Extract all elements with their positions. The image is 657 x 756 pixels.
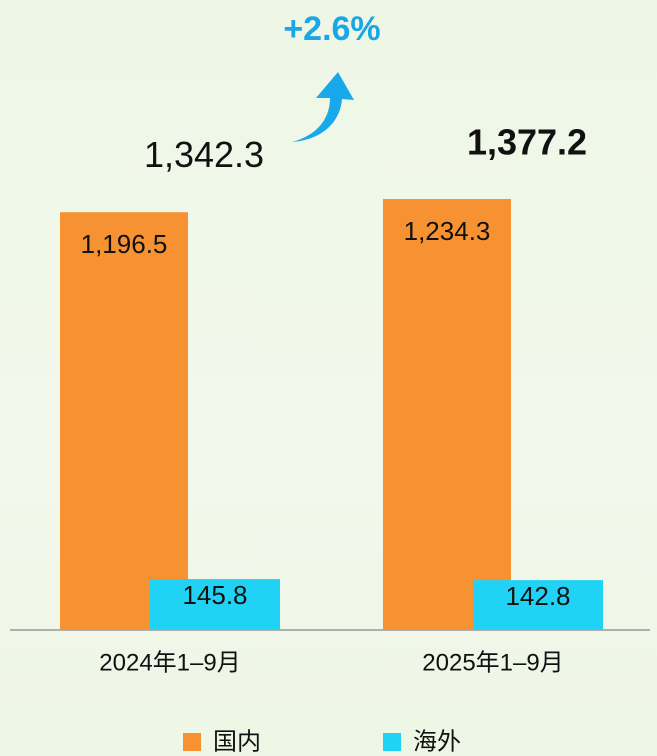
growth-arrow <box>292 72 354 142</box>
data-label: 145.8 <box>182 580 247 610</box>
data-label: 142.8 <box>505 581 570 611</box>
data-label: 1,234.3 <box>404 216 491 246</box>
legend-label: 海外 <box>413 728 461 755</box>
legend-swatch <box>383 733 401 751</box>
total-label: 1,342.3 <box>144 134 264 175</box>
bar <box>150 579 280 630</box>
legend-label: 国内 <box>213 728 261 755</box>
x-tick-label: 2024年1–9月 <box>99 649 240 676</box>
bar <box>473 580 603 630</box>
growth-annotation: +2.6% <box>283 10 380 48</box>
total-label: 1,377.2 <box>467 122 587 163</box>
bar <box>60 212 188 630</box>
bar <box>383 199 511 630</box>
x-tick-label: 2025年1–9月 <box>422 649 563 676</box>
legend-swatch <box>183 733 201 751</box>
data-label: 1,196.5 <box>81 229 168 259</box>
